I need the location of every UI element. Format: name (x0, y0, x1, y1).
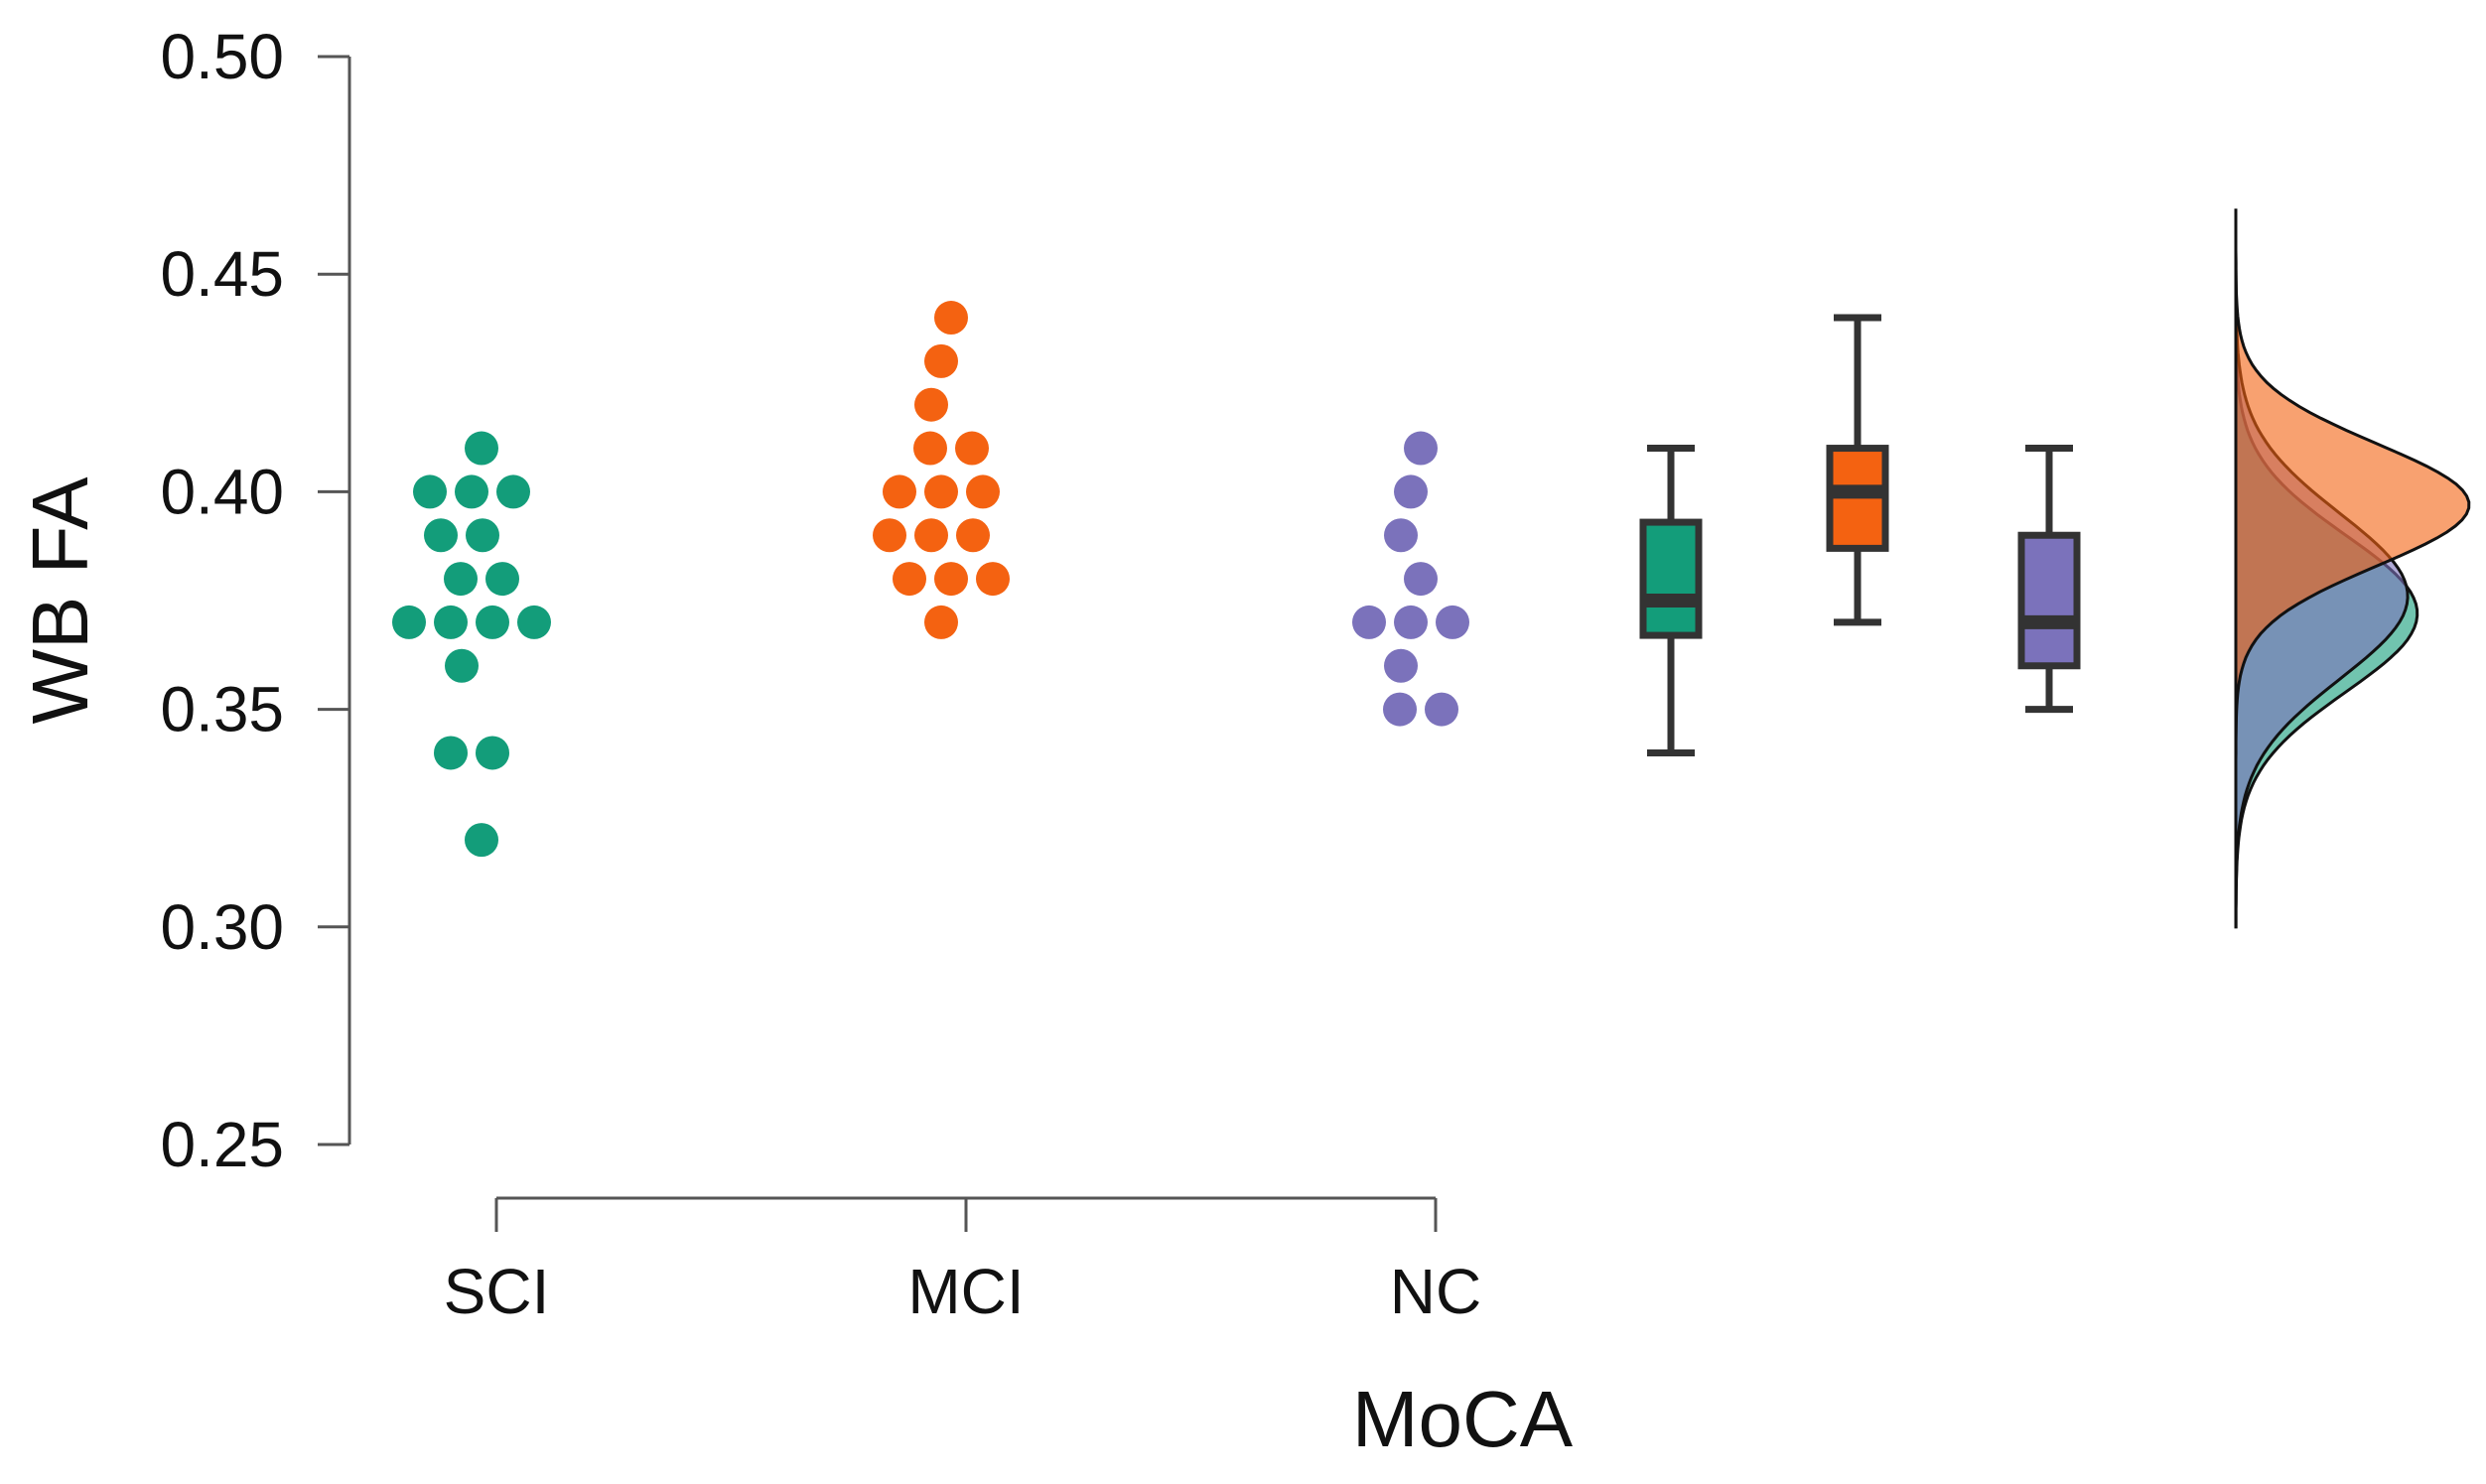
data-point-sci (434, 605, 468, 639)
box-iqr (1639, 518, 1703, 639)
data-point-sci (465, 823, 498, 858)
data-point-sci (466, 518, 499, 553)
data-point-sci (485, 562, 519, 597)
data-point-mci (966, 474, 1000, 509)
data-point-mci (934, 301, 968, 336)
data-point-nc (1384, 648, 1418, 683)
data-point-sci (392, 605, 426, 639)
y-tick-label: 0.40 (160, 456, 284, 527)
x-tick-label-nc: NC (1390, 1256, 1481, 1327)
data-point-sci (434, 736, 468, 770)
density-mci (2234, 208, 2471, 927)
data-point-mci (955, 431, 989, 466)
data-point-nc (1394, 474, 1428, 509)
boxplot-sci (1639, 445, 1703, 756)
data-point-mci (914, 518, 948, 553)
data-point-sci (496, 474, 530, 509)
data-point-sci (444, 562, 478, 597)
data-point-mci (934, 562, 968, 597)
data-point-nc (1383, 692, 1417, 727)
data-point-sci (455, 474, 488, 509)
data-point-sci (476, 605, 509, 639)
strip-points (392, 301, 1469, 858)
data-point-mci (914, 387, 948, 422)
boxplots (1639, 314, 2081, 756)
boxplot-nc (2017, 445, 2081, 714)
data-point-sci (413, 474, 447, 509)
x-axis: SCI MCI NC (444, 1196, 1481, 1327)
data-point-sci (465, 431, 498, 466)
data-point-sci (476, 736, 509, 770)
data-point-mci (924, 605, 958, 639)
x-tick-label-mci: MCI (907, 1256, 1024, 1327)
data-point-mci (883, 474, 916, 509)
data-point-mci (956, 518, 990, 553)
data-point-mci (924, 343, 958, 378)
data-point-mci (976, 562, 1010, 597)
data-point-mci (924, 474, 958, 509)
x-axis-title: MoCA (1352, 1375, 1574, 1463)
box-iqr (2017, 531, 2081, 670)
y-tick-label: 0.35 (160, 674, 284, 745)
y-tick-label: 0.50 (160, 21, 284, 92)
data-point-nc (1384, 518, 1418, 553)
y-axis-title: WB FA (16, 476, 104, 725)
x-tick-label-sci: SCI (444, 1256, 550, 1327)
y-tick-label: 0.30 (160, 891, 284, 963)
boxplot-mci (1826, 314, 1889, 626)
data-point-mci (893, 562, 926, 597)
data-point-nc (1352, 605, 1386, 639)
y-tick-label: 0.45 (160, 238, 284, 310)
data-point-nc (1404, 562, 1438, 597)
density-curves (2234, 208, 2471, 929)
y-axis: 0.25 0.30 0.35 0.40 0.45 0.50 (160, 21, 351, 1180)
data-point-sci (424, 518, 458, 553)
y-tick-label: 0.25 (160, 1109, 284, 1180)
data-point-mci (873, 518, 906, 553)
data-point-sci (517, 605, 551, 639)
data-point-mci (913, 431, 947, 466)
data-point-sci (445, 648, 479, 683)
data-point-nc (1425, 692, 1458, 727)
data-point-nc (1436, 605, 1469, 639)
data-point-nc (1394, 605, 1428, 639)
data-point-nc (1404, 431, 1438, 466)
